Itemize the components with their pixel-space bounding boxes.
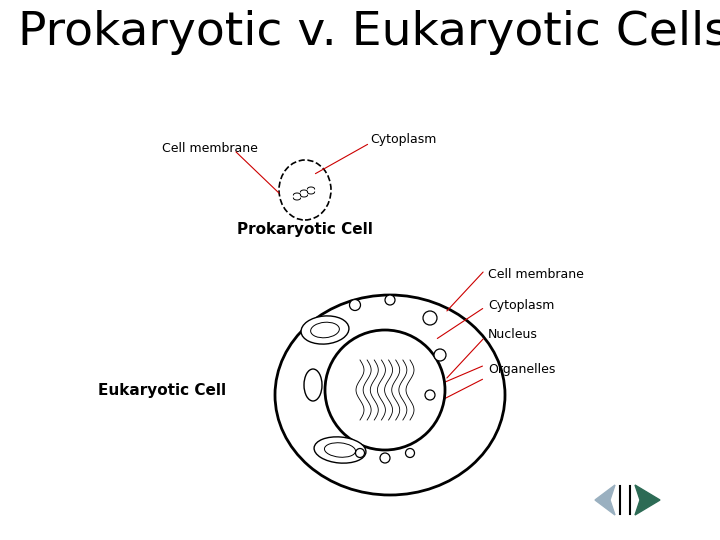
Ellipse shape xyxy=(425,390,435,400)
Text: Cytoplasm: Cytoplasm xyxy=(370,133,436,146)
Ellipse shape xyxy=(325,330,445,450)
Text: Eukaryotic Cell: Eukaryotic Cell xyxy=(98,382,226,397)
Ellipse shape xyxy=(385,295,395,305)
Text: Prokaryotic v. Eukaryotic Cells: Prokaryotic v. Eukaryotic Cells xyxy=(18,10,720,55)
Ellipse shape xyxy=(301,316,349,344)
Text: Prokaryotic Cell: Prokaryotic Cell xyxy=(237,222,373,237)
Ellipse shape xyxy=(434,349,446,361)
Ellipse shape xyxy=(349,300,361,310)
Polygon shape xyxy=(595,485,615,515)
Ellipse shape xyxy=(314,437,366,463)
Text: Organelles: Organelles xyxy=(488,363,555,376)
Ellipse shape xyxy=(380,453,390,463)
Ellipse shape xyxy=(304,369,322,401)
Polygon shape xyxy=(635,485,660,515)
Text: Nucleus: Nucleus xyxy=(488,328,538,341)
Ellipse shape xyxy=(356,449,364,457)
Ellipse shape xyxy=(423,311,437,325)
Text: Cytoplasm: Cytoplasm xyxy=(488,299,554,312)
Ellipse shape xyxy=(275,295,505,495)
Ellipse shape xyxy=(405,449,415,457)
Text: Cell membrane: Cell membrane xyxy=(488,268,584,281)
Text: Cell membrane: Cell membrane xyxy=(162,141,258,154)
